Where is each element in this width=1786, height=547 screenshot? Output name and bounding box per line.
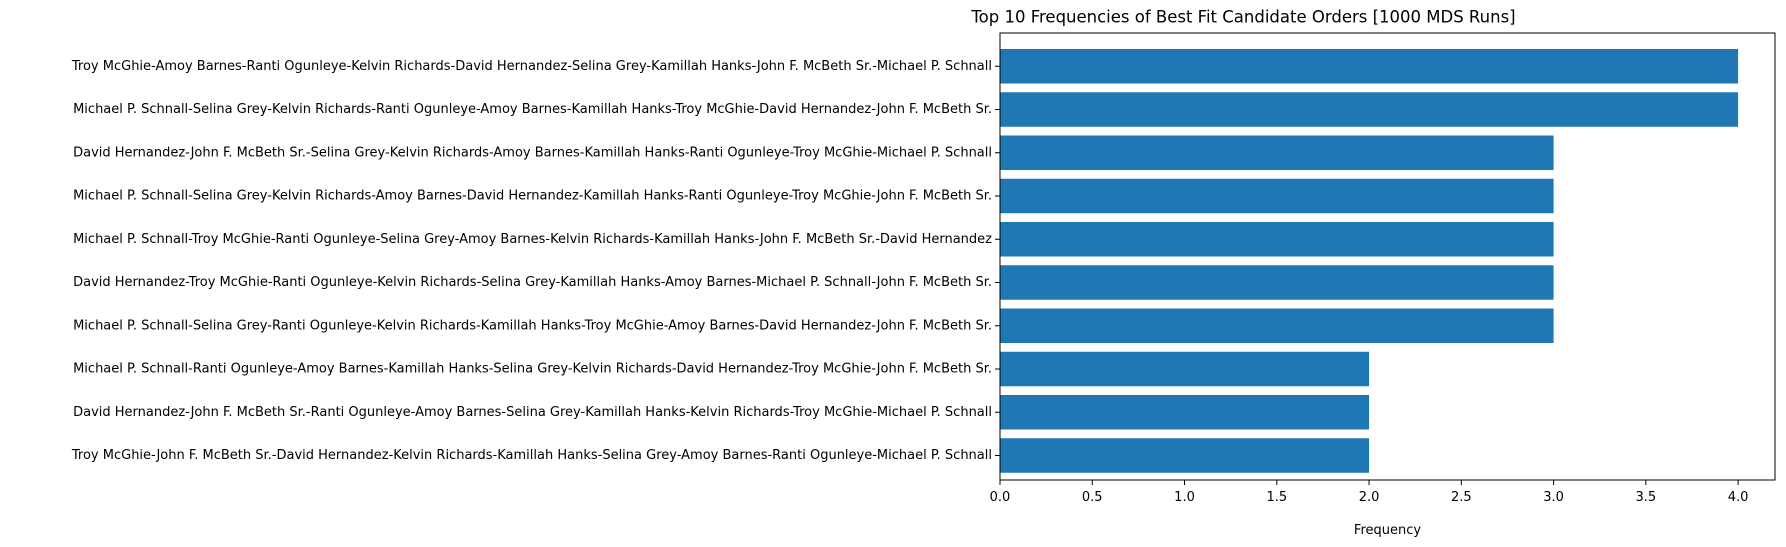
x-axis-label: Frequency (1354, 523, 1421, 538)
x-tick-label: 4.0 (1728, 490, 1749, 505)
x-tick-label: 2.5 (1451, 490, 1472, 505)
bar (1000, 265, 1554, 300)
bars-layer (1000, 49, 1739, 473)
x-tick-label: 1.0 (1174, 490, 1195, 505)
category-label: Michael P. Schnall-Ranti Ogunleye-Amoy B… (73, 362, 992, 377)
x-tick-label: 0.0 (990, 490, 1011, 505)
chart-title: Top 10 Frequencies of Best Fit Candidate… (970, 8, 1515, 27)
category-label: David Hernandez-John F. McBeth Sr.-Selin… (73, 145, 992, 160)
x-tick-label: 1.5 (1266, 490, 1287, 505)
x-tick-label: 0.5 (1082, 490, 1103, 505)
bar (1000, 178, 1554, 214)
x-tick-label: 2.0 (1359, 490, 1380, 505)
category-label: Michael P. Schnall-Troy McGhie-Ranti Ogu… (73, 232, 992, 247)
x-tick-label: 3.5 (1635, 490, 1656, 505)
plot-frame (999, 32, 1776, 481)
category-label: Troy McGhie-John F. McBeth Sr.-David Her… (71, 448, 992, 463)
bar (1000, 395, 1370, 430)
bar (1000, 49, 1739, 84)
x-axis-ticks: 0.0 0.5 1.0 1.5 2.0 2.5 3.0 3.5 4.0 (990, 480, 1749, 505)
category-label: David Hernandez-John F. McBeth Sr.-Ranti… (73, 405, 992, 420)
x-tick-label: 3.0 (1543, 490, 1564, 505)
bar (1000, 438, 1370, 473)
bar (1000, 135, 1554, 170)
category-label: Michael P. Schnall-Selina Grey-Kelvin Ri… (73, 102, 992, 117)
bar (1000, 92, 1739, 127)
category-labels: Troy McGhie-John F. McBeth Sr.-David Her… (71, 59, 1000, 463)
category-label: David Hernandez-Troy McGhie-Ranti Ogunle… (73, 275, 992, 290)
bar (1000, 308, 1554, 343)
category-label: Michael P. Schnall-Selina Grey-Ranti Ogu… (73, 318, 992, 333)
category-label: Michael P. Schnall-Selina Grey-Kelvin Ri… (73, 189, 992, 204)
bar (1000, 222, 1554, 257)
bar (1000, 351, 1370, 387)
category-label: Troy McGhie-Amoy Barnes-Ranti Ogunleye-K… (71, 59, 992, 74)
